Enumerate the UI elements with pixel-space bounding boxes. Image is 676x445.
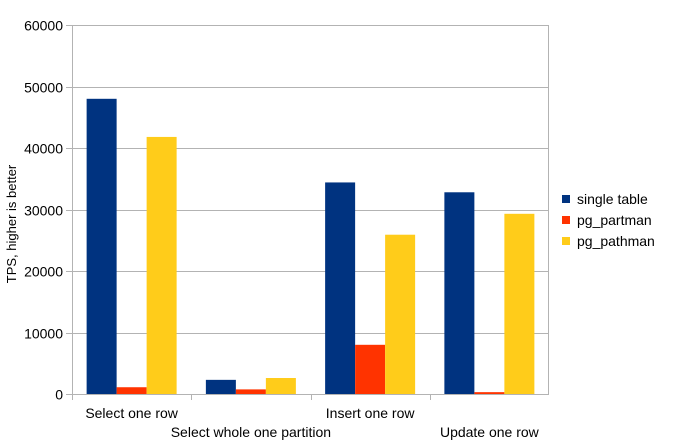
y-tick-label: 30000 <box>24 203 63 219</box>
y-tick-label: 50000 <box>24 80 63 96</box>
axes <box>66 25 549 400</box>
bar <box>385 234 416 394</box>
legend: single table pg_partman pg_pathman <box>562 191 655 249</box>
legend-swatch <box>562 195 570 203</box>
bar <box>235 389 266 394</box>
x-category-label: Select one row <box>85 405 178 421</box>
x-category-label: Update one row <box>440 424 540 440</box>
legend-swatch <box>562 237 570 245</box>
bar <box>355 344 386 394</box>
bar <box>474 392 505 394</box>
y-tick-label: 60000 <box>24 18 63 34</box>
y-tick-labels: 0 10000 20000 30000 40000 50000 60000 <box>24 18 63 403</box>
bar <box>444 192 475 394</box>
y-tick-label: 10000 <box>24 326 63 342</box>
y-tick-label: 0 <box>55 387 63 403</box>
bar <box>265 378 296 394</box>
legend-label: pg_partman <box>577 212 652 228</box>
bar <box>146 136 177 394</box>
y-tick-label: 20000 <box>24 264 63 280</box>
bar <box>205 379 236 394</box>
legend-label: single table <box>577 191 648 207</box>
x-category-label: Insert one row <box>326 405 416 421</box>
x-category-label: Select whole one partition <box>171 424 331 440</box>
bars <box>86 98 535 395</box>
bar <box>116 387 147 394</box>
y-tick-label: 40000 <box>24 141 63 157</box>
x-category-labels: Select one row Select whole one partition… <box>85 405 539 440</box>
bar <box>325 182 356 394</box>
y-axis-title: TPS, higher is better <box>4 164 19 283</box>
legend-swatch <box>562 216 570 224</box>
legend-label: pg_pathman <box>577 233 655 249</box>
bar <box>504 213 535 394</box>
bar <box>86 98 117 395</box>
